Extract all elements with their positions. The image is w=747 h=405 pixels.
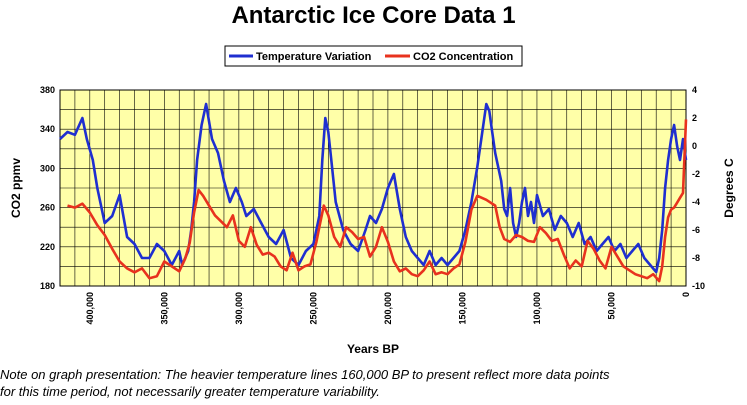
footnote-line-2: for this time period, not necessarily gr…	[0, 384, 380, 399]
y-right-tick-label: -10	[692, 281, 705, 291]
grid	[59, 89, 687, 287]
y-right-tick-label: -4	[692, 197, 700, 207]
x-tick-label: 300,000	[234, 292, 244, 325]
y-left-tick-label: 220	[40, 242, 55, 252]
y-left-tick-label: 380	[40, 85, 55, 95]
y-right-tick-label: 0	[692, 141, 697, 151]
axis-ticks: 180 220 260 300 340 380 -10 -8 -6 -4 -2 0 2 4 400,000 3…	[40, 85, 705, 325]
x-tick-label: 0	[681, 292, 691, 297]
y-right-tick-label: 4	[692, 85, 697, 95]
co2-line	[67, 119, 688, 283]
chart-title: Antarctic Ice Core Data 1	[231, 2, 516, 29]
y-right-tick-label: 2	[692, 113, 697, 123]
y-axis-right-label: Degrees C	[722, 158, 736, 218]
x-tick-label: 400,000	[85, 292, 95, 325]
legend: Temperature Variation CO2 Concentration	[224, 45, 523, 67]
y-left-tick-label: 260	[40, 203, 55, 213]
series-lines	[59, 102, 688, 283]
x-axis-label: Years BP	[347, 342, 399, 356]
y-left-tick-label: 180	[40, 281, 55, 291]
footnote: Note on graph presentation: The heavier …	[0, 366, 747, 400]
legend-co2-label: CO2 Concentration	[413, 51, 514, 63]
y-left-tick-label: 340	[40, 124, 55, 134]
y-axis-left-label: CO2 ppmv	[9, 158, 23, 218]
x-tick-label: 100,000	[532, 292, 542, 325]
y-right-tick-label: -6	[692, 225, 700, 235]
footnote-line-1: Note on graph presentation: The heavier …	[0, 367, 610, 382]
x-tick-label: 350,000	[159, 292, 169, 325]
y-right-tick-label: -8	[692, 253, 700, 263]
y-right-tick-label: -2	[692, 169, 700, 179]
x-tick-label: 250,000	[308, 292, 318, 325]
x-tick-label: 200,000	[383, 292, 393, 325]
y-left-tick-label: 300	[40, 163, 55, 173]
legend-temperature-label: Temperature Variation	[256, 51, 372, 63]
x-tick-label: 50,000	[606, 292, 616, 320]
x-tick-label: 150,000	[457, 292, 467, 325]
